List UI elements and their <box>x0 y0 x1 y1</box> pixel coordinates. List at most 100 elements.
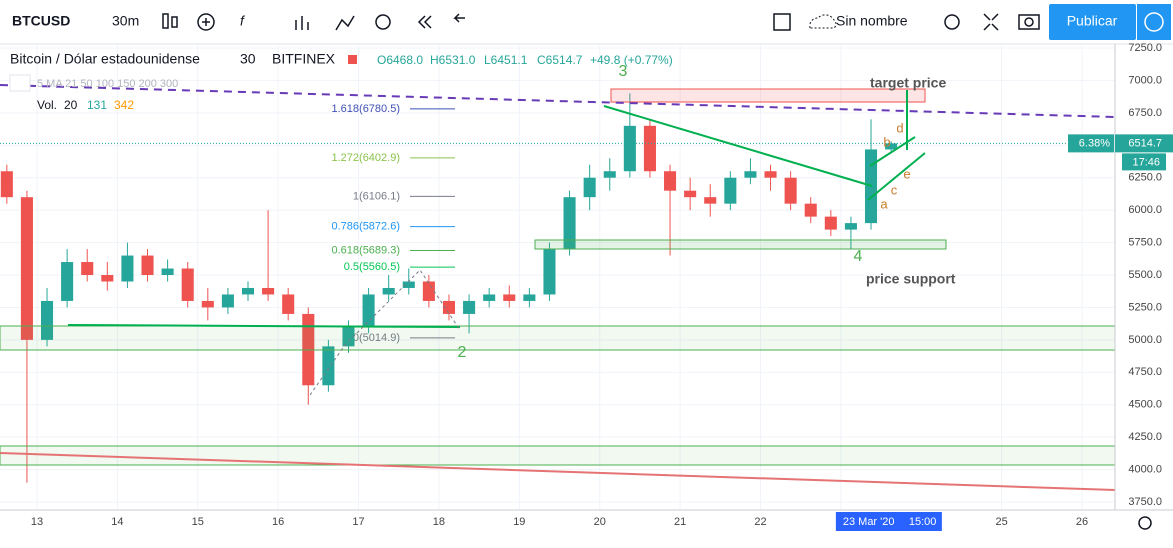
last-price-tag <box>1115 134 1173 153</box>
fib-label: 0.5(5560.5) <box>344 261 400 273</box>
target-box <box>610 88 926 103</box>
candle-body <box>121 255 134 282</box>
candle-body <box>684 190 697 198</box>
collapse-button[interactable] <box>9 74 31 92</box>
fx-icon[interactable]: f <box>240 13 246 29</box>
trend-line <box>0 84 1116 118</box>
plot: 1.618(6780.5) 1.272(6402.9) 1(6106.1) 0.786… <box>0 44 1115 510</box>
toolbar: BTCUSD 30m f Sin nombre Publicar <box>0 0 1173 45</box>
x-tick-label: 17 <box>352 516 364 528</box>
change-tag: 6.38% <box>1079 137 1110 149</box>
fib-label: 1.618(6780.5) <box>332 103 401 115</box>
candle-body <box>322 346 335 386</box>
layout-name[interactable]: Sin nombre <box>836 13 908 29</box>
x-tick-label: 13 <box>31 516 43 528</box>
crosshair-time: 15:00 <box>909 516 937 528</box>
last-price: 6514.7 <box>1128 137 1162 149</box>
candle-body <box>583 177 596 198</box>
candle-body <box>724 177 737 204</box>
ohlc: O6468.0 <box>377 53 423 67</box>
zone <box>0 325 1116 351</box>
play-button[interactable] <box>1137 4 1171 40</box>
candle-body <box>262 287 275 295</box>
candle-body <box>101 275 114 282</box>
candle-body <box>885 143 898 150</box>
candle-body <box>563 197 576 250</box>
fib-label: 1(6106.1) <box>353 190 400 202</box>
volume-value: 20 <box>64 98 78 112</box>
annotations: 3 2 4 target price price support a b c d… <box>458 63 956 361</box>
abc-label: d <box>896 120 903 135</box>
fib-label: 0.618(5689.3) <box>332 244 401 256</box>
candle-body <box>523 294 536 301</box>
abc-label: b <box>883 134 890 149</box>
candle-body <box>804 203 817 217</box>
candle-body <box>543 249 556 295</box>
x-tick-label: 21 <box>674 516 686 528</box>
legend: Bitcoin / Dólar estadounidense 30 BITFIN… <box>9 51 673 112</box>
candle-body <box>442 300 456 314</box>
ohlc: L6451.1 <box>484 53 528 67</box>
candle-body <box>81 262 94 276</box>
candle-body <box>704 197 717 204</box>
target-label: target price <box>870 75 946 91</box>
fib-label: 1.272(6402.9) <box>332 152 401 164</box>
candle-body <box>643 125 656 172</box>
y-tick-label: 7250.0 <box>1128 42 1162 54</box>
candle-body <box>0 171 13 198</box>
y-tick-label: 4500.0 <box>1128 399 1162 411</box>
wave-label: 3 <box>619 63 628 80</box>
play-icon[interactable] <box>1144 12 1164 32</box>
publish-button[interactable] <box>1049 4 1136 40</box>
candle-body <box>764 171 777 178</box>
flag <box>348 55 357 64</box>
abc-label: e <box>903 166 910 181</box>
toolbar-icons[interactable] <box>162 13 1040 31</box>
countdown: 17:46 <box>1132 156 1160 168</box>
candle-body <box>181 268 194 301</box>
candle-body <box>362 294 375 327</box>
trend-line <box>867 152 926 201</box>
candle-body <box>483 294 496 301</box>
zone <box>0 445 1116 466</box>
abc-label: a <box>880 196 888 211</box>
drawings <box>0 84 1116 491</box>
wave-label: 4 <box>854 248 863 265</box>
cloud-icon <box>809 14 837 29</box>
settings-icon[interactable] <box>1138 516 1152 530</box>
y-tick-label: 5750.0 <box>1128 236 1162 248</box>
y-tick-label: 4750.0 <box>1128 366 1162 378</box>
publish-label[interactable]: Publicar <box>1067 13 1118 29</box>
symbol[interactable]: BTCUSD <box>12 13 70 29</box>
axes: 3750.0 4000.0 4250.0 4500.0 4750.0 5000.0 5250… <box>0 42 1173 531</box>
y-tick-label: 6750.0 <box>1128 107 1162 119</box>
x-tick-label: 25 <box>996 516 1008 528</box>
candle-body <box>784 177 797 204</box>
candle-body <box>422 281 435 301</box>
y-tick-label: 4000.0 <box>1128 463 1162 475</box>
interval[interactable]: 30m <box>112 13 139 29</box>
candle-body <box>824 216 837 230</box>
y-tick-label: 7000.0 <box>1128 74 1162 86</box>
ohlc: C6514.7 <box>537 53 583 67</box>
candle-body <box>342 326 355 347</box>
candle-body <box>241 287 255 295</box>
trend-line <box>0 452 1116 491</box>
wave-path <box>309 269 461 396</box>
candle-body <box>402 281 415 288</box>
legend-title: Bitcoin / Dólar estadounidense <box>10 51 200 67</box>
y-tick-label: 5500.0 <box>1128 269 1162 281</box>
x-tick-label: 26 <box>1076 516 1088 528</box>
y-tick-label: 6000.0 <box>1128 204 1162 216</box>
volume-value: 342 <box>114 98 134 112</box>
legend-interval: 30 <box>240 51 256 67</box>
x-tick-label: 19 <box>513 516 525 528</box>
y-tick-label: 5250.0 <box>1128 301 1162 313</box>
support-box <box>534 239 947 250</box>
x-tick-label: 18 <box>433 516 445 528</box>
y-tick-label: 3750.0 <box>1128 496 1162 508</box>
candle-body <box>503 294 516 301</box>
volume-label: Vol. <box>37 98 57 112</box>
candle-body <box>844 223 857 230</box>
x-tick-label: 15 <box>192 516 204 528</box>
